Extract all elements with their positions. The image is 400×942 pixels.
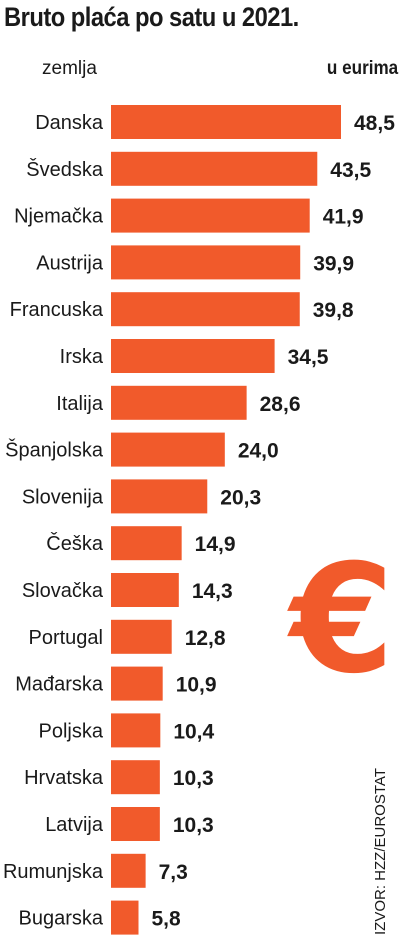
category-label: Češka — [46, 532, 104, 555]
bar — [111, 853, 146, 888]
category-label: Italija — [56, 393, 104, 415]
value-label: 41,9 — [323, 206, 364, 229]
category-label: Francuska — [10, 299, 104, 321]
category-label: Rumunjska — [3, 861, 104, 883]
category-label: Latvija — [45, 814, 104, 836]
bar — [111, 432, 225, 467]
value-label: 34,5 — [288, 346, 329, 369]
bar — [111, 245, 301, 280]
value-label: 10,4 — [173, 720, 214, 743]
bar — [111, 479, 208, 514]
category-label: Bugarska — [19, 908, 104, 930]
category-label: Švedska — [26, 158, 104, 181]
value-label: 28,6 — [260, 393, 301, 416]
country-column-label: zemlja — [42, 58, 97, 79]
source-note: IZVOR: HZZ/EUROSTAT — [372, 768, 389, 935]
value-label: 39,8 — [313, 299, 354, 322]
bar — [111, 760, 160, 795]
category-label: Poljska — [39, 720, 104, 742]
value-label: 14,9 — [195, 533, 236, 556]
value-label: 7,3 — [159, 861, 188, 884]
category-label: Austrija — [36, 252, 104, 274]
value-label: 14,3 — [192, 580, 233, 603]
bar — [111, 526, 182, 561]
category-label: Slovenija — [22, 486, 104, 508]
category-label: Portugal — [29, 627, 104, 649]
bar — [111, 105, 341, 139]
bar — [111, 713, 161, 748]
category-label: Hrvatska — [24, 767, 104, 789]
category-label: Irska — [60, 346, 104, 368]
bar — [111, 198, 310, 233]
value-label: 20,3 — [220, 486, 261, 509]
value-label: 24,0 — [238, 440, 279, 463]
bar — [111, 619, 172, 654]
bar — [111, 807, 160, 841]
bar — [111, 385, 247, 420]
category-label: Slovačka — [22, 580, 104, 602]
value-label: 12,8 — [185, 627, 226, 650]
bar — [111, 151, 318, 186]
value-label: 48,5 — [354, 112, 395, 135]
euro-icon: € — [290, 533, 395, 707]
category-label: Španjolska — [5, 439, 104, 462]
bar — [111, 666, 163, 701]
category-label: Mađarska — [15, 674, 104, 696]
category-label: Njemačka — [14, 206, 104, 228]
unit-column-label: u eurima — [326, 58, 398, 79]
bar — [111, 292, 300, 327]
value-label: 39,9 — [313, 252, 354, 275]
bar — [111, 573, 179, 607]
value-label: 5,8 — [152, 908, 182, 931]
value-label: 10,9 — [176, 674, 217, 697]
bar — [111, 900, 139, 935]
value-label: 10,3 — [173, 814, 214, 837]
category-label: Danska — [35, 112, 104, 134]
value-label: 10,3 — [173, 767, 214, 790]
bar — [111, 339, 275, 373]
value-label: 43,5 — [330, 159, 371, 182]
chart-title: Bruto plaća po satu u 2021. — [4, 2, 299, 32]
